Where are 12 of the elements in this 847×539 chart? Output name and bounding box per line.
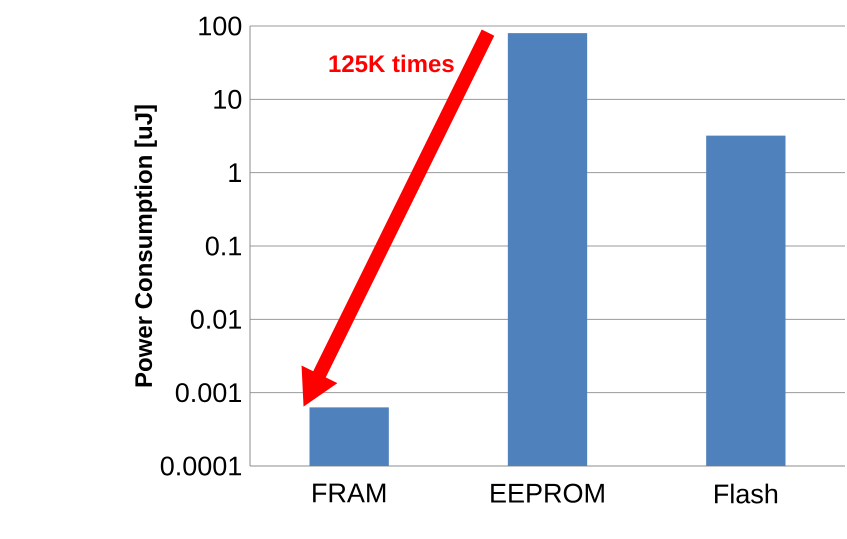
x-tick-label: FRAM [313,484,386,502]
y-tick-label: 100 [199,16,242,36]
annotation: 125K times [329,54,454,72]
y-axis-title: Power Consumption [uJ] [134,105,157,386]
x-tick-label: Flash [715,484,778,504]
x-tick-label: EEPROM [491,484,604,503]
y-tick-label: 0.0001 [160,456,242,476]
y-tick-label: 10 [214,90,242,109]
y-tick-label: 0.1 [206,236,242,256]
y-tick-label: 0.01 [190,310,242,329]
y-tick-label: 1 [229,163,242,182]
y-tick-label: 0.001 [176,383,242,402]
